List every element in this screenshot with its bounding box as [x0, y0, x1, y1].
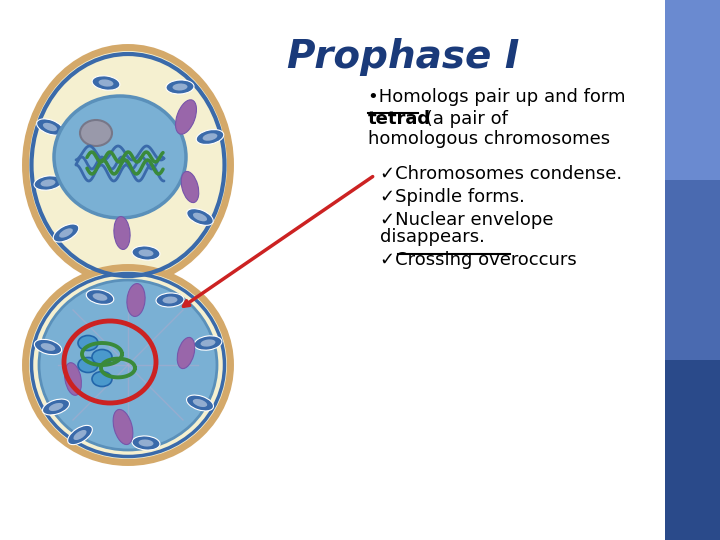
Ellipse shape — [201, 339, 215, 347]
Ellipse shape — [176, 100, 197, 134]
Ellipse shape — [163, 296, 178, 303]
Ellipse shape — [177, 338, 195, 369]
Text: ✓Chromosomes condense.: ✓Chromosomes condense. — [380, 165, 622, 183]
FancyBboxPatch shape — [665, 0, 720, 180]
Ellipse shape — [113, 409, 133, 444]
Ellipse shape — [156, 293, 184, 307]
Ellipse shape — [40, 179, 55, 187]
Ellipse shape — [39, 280, 217, 450]
Ellipse shape — [49, 403, 63, 411]
Ellipse shape — [193, 399, 207, 407]
Ellipse shape — [186, 395, 214, 411]
Ellipse shape — [25, 48, 230, 282]
Text: Prophase I: Prophase I — [287, 38, 519, 76]
Ellipse shape — [54, 96, 186, 218]
Ellipse shape — [41, 343, 55, 351]
Text: ✓Crossing over: ✓Crossing over — [380, 251, 518, 269]
Ellipse shape — [138, 249, 153, 256]
Ellipse shape — [43, 123, 57, 131]
Text: occurs: occurs — [512, 251, 577, 269]
Ellipse shape — [92, 372, 112, 387]
Ellipse shape — [42, 399, 70, 415]
Ellipse shape — [65, 363, 81, 395]
Ellipse shape — [93, 293, 107, 301]
Text: •Homologs pair up and form: •Homologs pair up and form — [368, 88, 626, 106]
Ellipse shape — [86, 289, 114, 305]
Ellipse shape — [166, 80, 194, 94]
Ellipse shape — [59, 228, 73, 238]
Ellipse shape — [92, 349, 112, 364]
Ellipse shape — [35, 339, 62, 355]
Ellipse shape — [138, 440, 153, 447]
Ellipse shape — [197, 130, 224, 144]
Ellipse shape — [78, 335, 98, 350]
Text: tetrad: tetrad — [368, 110, 431, 128]
Text: (a pair of: (a pair of — [420, 110, 508, 128]
Ellipse shape — [99, 79, 114, 86]
Ellipse shape — [202, 133, 217, 141]
FancyBboxPatch shape — [665, 360, 720, 540]
Ellipse shape — [68, 426, 92, 444]
Ellipse shape — [92, 76, 120, 90]
Text: disappears.: disappears. — [380, 228, 485, 246]
Text: ✓Spindle forms.: ✓Spindle forms. — [380, 188, 525, 206]
Ellipse shape — [73, 430, 86, 440]
Ellipse shape — [194, 336, 222, 350]
Ellipse shape — [78, 357, 98, 373]
Ellipse shape — [80, 120, 112, 146]
Ellipse shape — [34, 176, 62, 190]
Ellipse shape — [127, 284, 145, 316]
Ellipse shape — [181, 171, 199, 202]
Ellipse shape — [173, 84, 187, 91]
Ellipse shape — [132, 436, 160, 450]
Ellipse shape — [25, 267, 230, 462]
FancyBboxPatch shape — [665, 180, 720, 360]
Text: homologous chromosomes: homologous chromosomes — [368, 130, 610, 148]
Ellipse shape — [186, 208, 213, 225]
Text: ✓Nuclear envelope: ✓Nuclear envelope — [380, 211, 554, 229]
Ellipse shape — [132, 246, 160, 260]
Ellipse shape — [193, 213, 207, 221]
Ellipse shape — [37, 119, 63, 135]
Ellipse shape — [53, 224, 78, 242]
Ellipse shape — [114, 217, 130, 249]
